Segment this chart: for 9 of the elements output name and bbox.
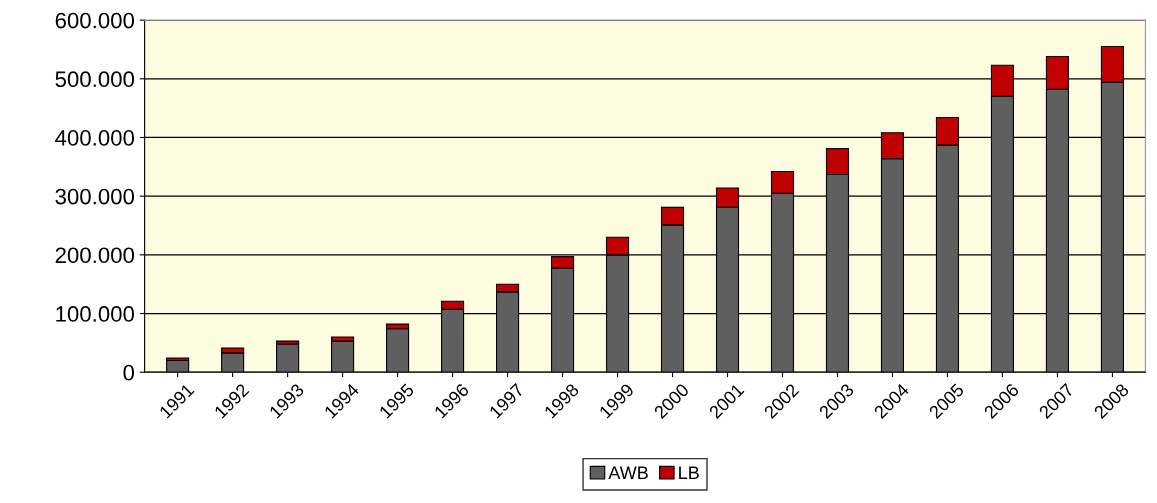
legend-label: LB xyxy=(679,466,699,479)
y-tick-label: 200.000 xyxy=(55,247,135,264)
y-tick-label: 300.000 xyxy=(55,188,135,205)
y-tick-label: 0 xyxy=(123,364,135,381)
legend-label: AWB xyxy=(608,466,648,479)
y-tick-label: 400.000 xyxy=(55,130,135,146)
y-tick-label: 100.000 xyxy=(56,306,135,322)
y-tick-label: 500.000 xyxy=(55,71,135,88)
y-tick-label: 600.000 xyxy=(55,12,135,29)
